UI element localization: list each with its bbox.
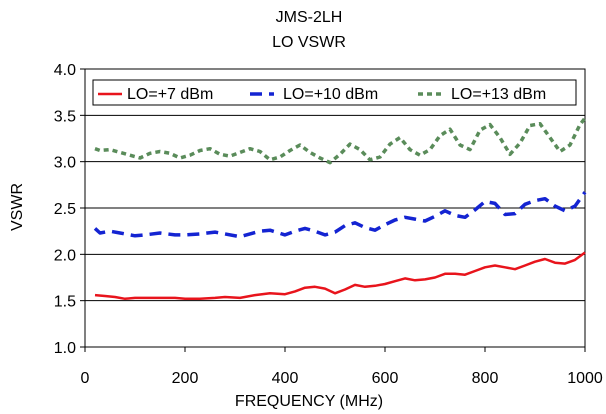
chart-title: JMS-2LH bbox=[276, 9, 343, 26]
y-tick-label: 4.0 bbox=[54, 62, 76, 79]
x-tick-label: 400 bbox=[272, 370, 299, 387]
series-line-0 bbox=[94, 251, 586, 301]
legend-label-lo-7: LO=+7 dBm bbox=[127, 86, 213, 103]
y-tick-label: 3.5 bbox=[54, 108, 76, 125]
legend-label-lo-10: LO=+10 dBm bbox=[283, 86, 378, 103]
y-tick-label: 2.5 bbox=[54, 201, 76, 218]
series-line-1 bbox=[93, 191, 587, 239]
x-tick-label: 1000 bbox=[567, 370, 603, 387]
legend-box bbox=[92, 79, 577, 106]
series-lines bbox=[93, 117, 587, 301]
legend-label-lo-13: LO=+13 dBm bbox=[451, 86, 546, 103]
x-tick-label: 600 bbox=[372, 370, 399, 387]
x-tick-label: 800 bbox=[472, 370, 499, 387]
x-tick-label: 200 bbox=[172, 370, 199, 387]
y-tick-label: 2.0 bbox=[54, 247, 76, 264]
chart-subtitle: LO VSWR bbox=[272, 34, 346, 51]
y-axis-label: VSWR bbox=[9, 183, 26, 231]
x-axis-ticks: 0 200 400 600 800 1000 bbox=[81, 347, 603, 387]
y-tick-label: 3.0 bbox=[54, 155, 76, 172]
y-axis-ticks: 1.0 1.5 2.0 2.5 3.0 3.5 4.0 bbox=[54, 62, 85, 357]
x-axis-label: FREQUENCY (MHz) bbox=[235, 393, 383, 410]
series-line-2 bbox=[94, 117, 587, 165]
x-tick-label: 0 bbox=[81, 370, 90, 387]
y-tick-label: 1.5 bbox=[54, 294, 76, 311]
legend: LO=+7 dBm LO=+10 dBm LO=+13 dBm bbox=[92, 79, 577, 106]
y-tick-label: 1.0 bbox=[54, 340, 76, 357]
